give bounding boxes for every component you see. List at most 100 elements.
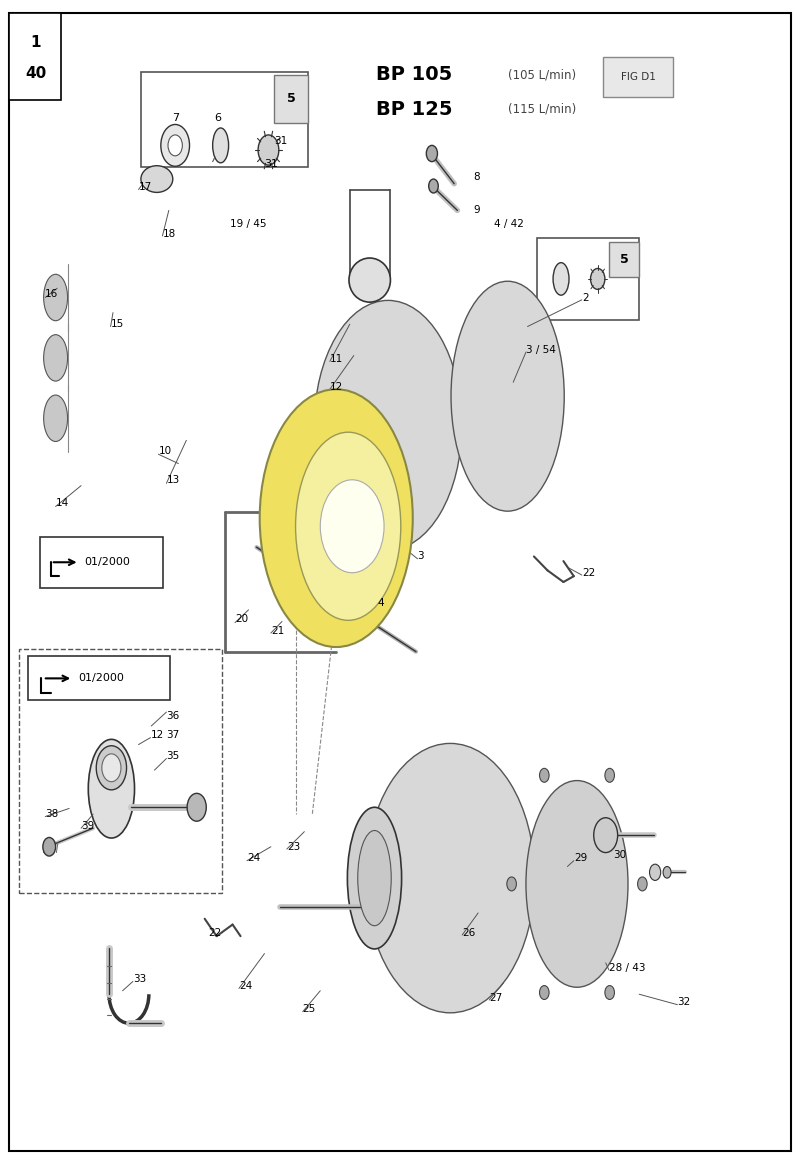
Ellipse shape: [88, 739, 134, 838]
Text: 24: 24: [247, 853, 260, 864]
Text: 11: 11: [330, 354, 343, 364]
Circle shape: [638, 876, 647, 890]
Text: (115 L/min): (115 L/min): [508, 102, 576, 116]
Text: (105 L/min): (105 L/min): [508, 68, 576, 81]
Text: 22: 22: [582, 568, 595, 577]
Text: 6: 6: [214, 113, 222, 122]
Text: 14: 14: [55, 498, 69, 508]
Text: 35: 35: [166, 751, 180, 761]
Ellipse shape: [314, 300, 462, 551]
Text: 37: 37: [166, 730, 180, 740]
Text: 29: 29: [574, 853, 587, 864]
Text: 1: 1: [30, 35, 41, 50]
Bar: [10, 13, 61, 100]
Text: 33: 33: [133, 974, 146, 984]
Text: 13: 13: [166, 475, 180, 485]
Ellipse shape: [349, 258, 390, 303]
Text: 23: 23: [286, 842, 300, 852]
Bar: [28, 656, 170, 701]
Circle shape: [96, 746, 126, 790]
Ellipse shape: [347, 808, 402, 949]
Text: 4 / 42: 4 / 42: [494, 219, 524, 229]
Ellipse shape: [141, 165, 173, 192]
Text: 9: 9: [474, 205, 480, 215]
Text: 17: 17: [138, 183, 152, 192]
Text: ЗАПЧАСТИ ДЛЯ СЕЛЬХОЗТЕХНИКИ: ЗАПЧАСТИ ДЛЯ СЕЛЬХОЗТЕХНИКИ: [218, 497, 582, 516]
Bar: [537, 239, 639, 320]
Text: 15: 15: [110, 319, 124, 329]
Circle shape: [320, 480, 384, 573]
Bar: [141, 72, 308, 168]
Circle shape: [258, 135, 279, 165]
Ellipse shape: [260, 389, 413, 647]
Circle shape: [663, 866, 671, 878]
Text: 32: 32: [678, 998, 690, 1007]
Text: 3: 3: [418, 552, 424, 561]
Ellipse shape: [295, 432, 401, 620]
Ellipse shape: [46, 384, 89, 452]
Ellipse shape: [510, 752, 644, 1016]
Circle shape: [429, 179, 438, 193]
Text: 38: 38: [46, 809, 58, 819]
Circle shape: [650, 864, 661, 880]
Text: 24: 24: [239, 981, 252, 991]
Ellipse shape: [290, 265, 486, 584]
Text: BP 105: BP 105: [376, 65, 452, 84]
Circle shape: [594, 818, 618, 852]
Circle shape: [168, 135, 182, 156]
Text: 39: 39: [81, 821, 94, 831]
Text: 40: 40: [25, 66, 46, 80]
Ellipse shape: [526, 781, 628, 987]
Text: 36: 36: [166, 710, 180, 721]
Text: 19 / 45: 19 / 45: [230, 219, 266, 229]
Ellipse shape: [553, 263, 569, 296]
Text: 31: 31: [274, 136, 287, 146]
Bar: [609, 242, 639, 277]
Text: 31: 31: [265, 159, 278, 169]
Polygon shape: [141, 182, 308, 241]
Text: 2: 2: [582, 292, 588, 303]
Text: 30: 30: [614, 850, 626, 860]
Ellipse shape: [44, 395, 67, 441]
Ellipse shape: [46, 264, 89, 332]
Text: 16: 16: [46, 289, 58, 299]
Polygon shape: [54, 187, 177, 300]
Text: 5: 5: [287, 92, 295, 106]
Text: BP 125: BP 125: [376, 100, 453, 119]
Circle shape: [539, 986, 549, 1000]
Circle shape: [187, 794, 206, 822]
Ellipse shape: [44, 275, 67, 321]
Text: 22: 22: [209, 928, 222, 938]
Text: 01/2000: 01/2000: [84, 558, 130, 567]
Circle shape: [161, 125, 190, 166]
Bar: [603, 57, 674, 97]
Text: 4: 4: [378, 598, 384, 608]
Circle shape: [605, 768, 614, 782]
Text: 7: 7: [172, 113, 178, 122]
Ellipse shape: [342, 709, 558, 1048]
Text: 26: 26: [462, 928, 475, 938]
Text: 3 / 54: 3 / 54: [526, 345, 556, 355]
Text: 18: 18: [162, 228, 176, 239]
Text: 27: 27: [490, 993, 502, 1002]
Ellipse shape: [213, 128, 229, 163]
Text: 5: 5: [620, 253, 628, 265]
Circle shape: [102, 754, 121, 782]
Text: 21: 21: [271, 626, 284, 636]
Bar: [19, 650, 222, 893]
Bar: [274, 74, 308, 123]
Bar: [350, 192, 390, 283]
Ellipse shape: [451, 282, 564, 511]
Text: 25: 25: [302, 1005, 316, 1014]
Circle shape: [590, 269, 605, 290]
Ellipse shape: [434, 253, 582, 540]
Text: 28 / 43: 28 / 43: [609, 963, 646, 973]
Ellipse shape: [366, 744, 534, 1013]
Bar: [40, 537, 163, 588]
Circle shape: [539, 768, 549, 782]
Circle shape: [426, 146, 438, 162]
Text: 20: 20: [235, 615, 248, 624]
Text: 8: 8: [474, 172, 480, 182]
Ellipse shape: [44, 335, 67, 381]
Circle shape: [507, 876, 516, 890]
